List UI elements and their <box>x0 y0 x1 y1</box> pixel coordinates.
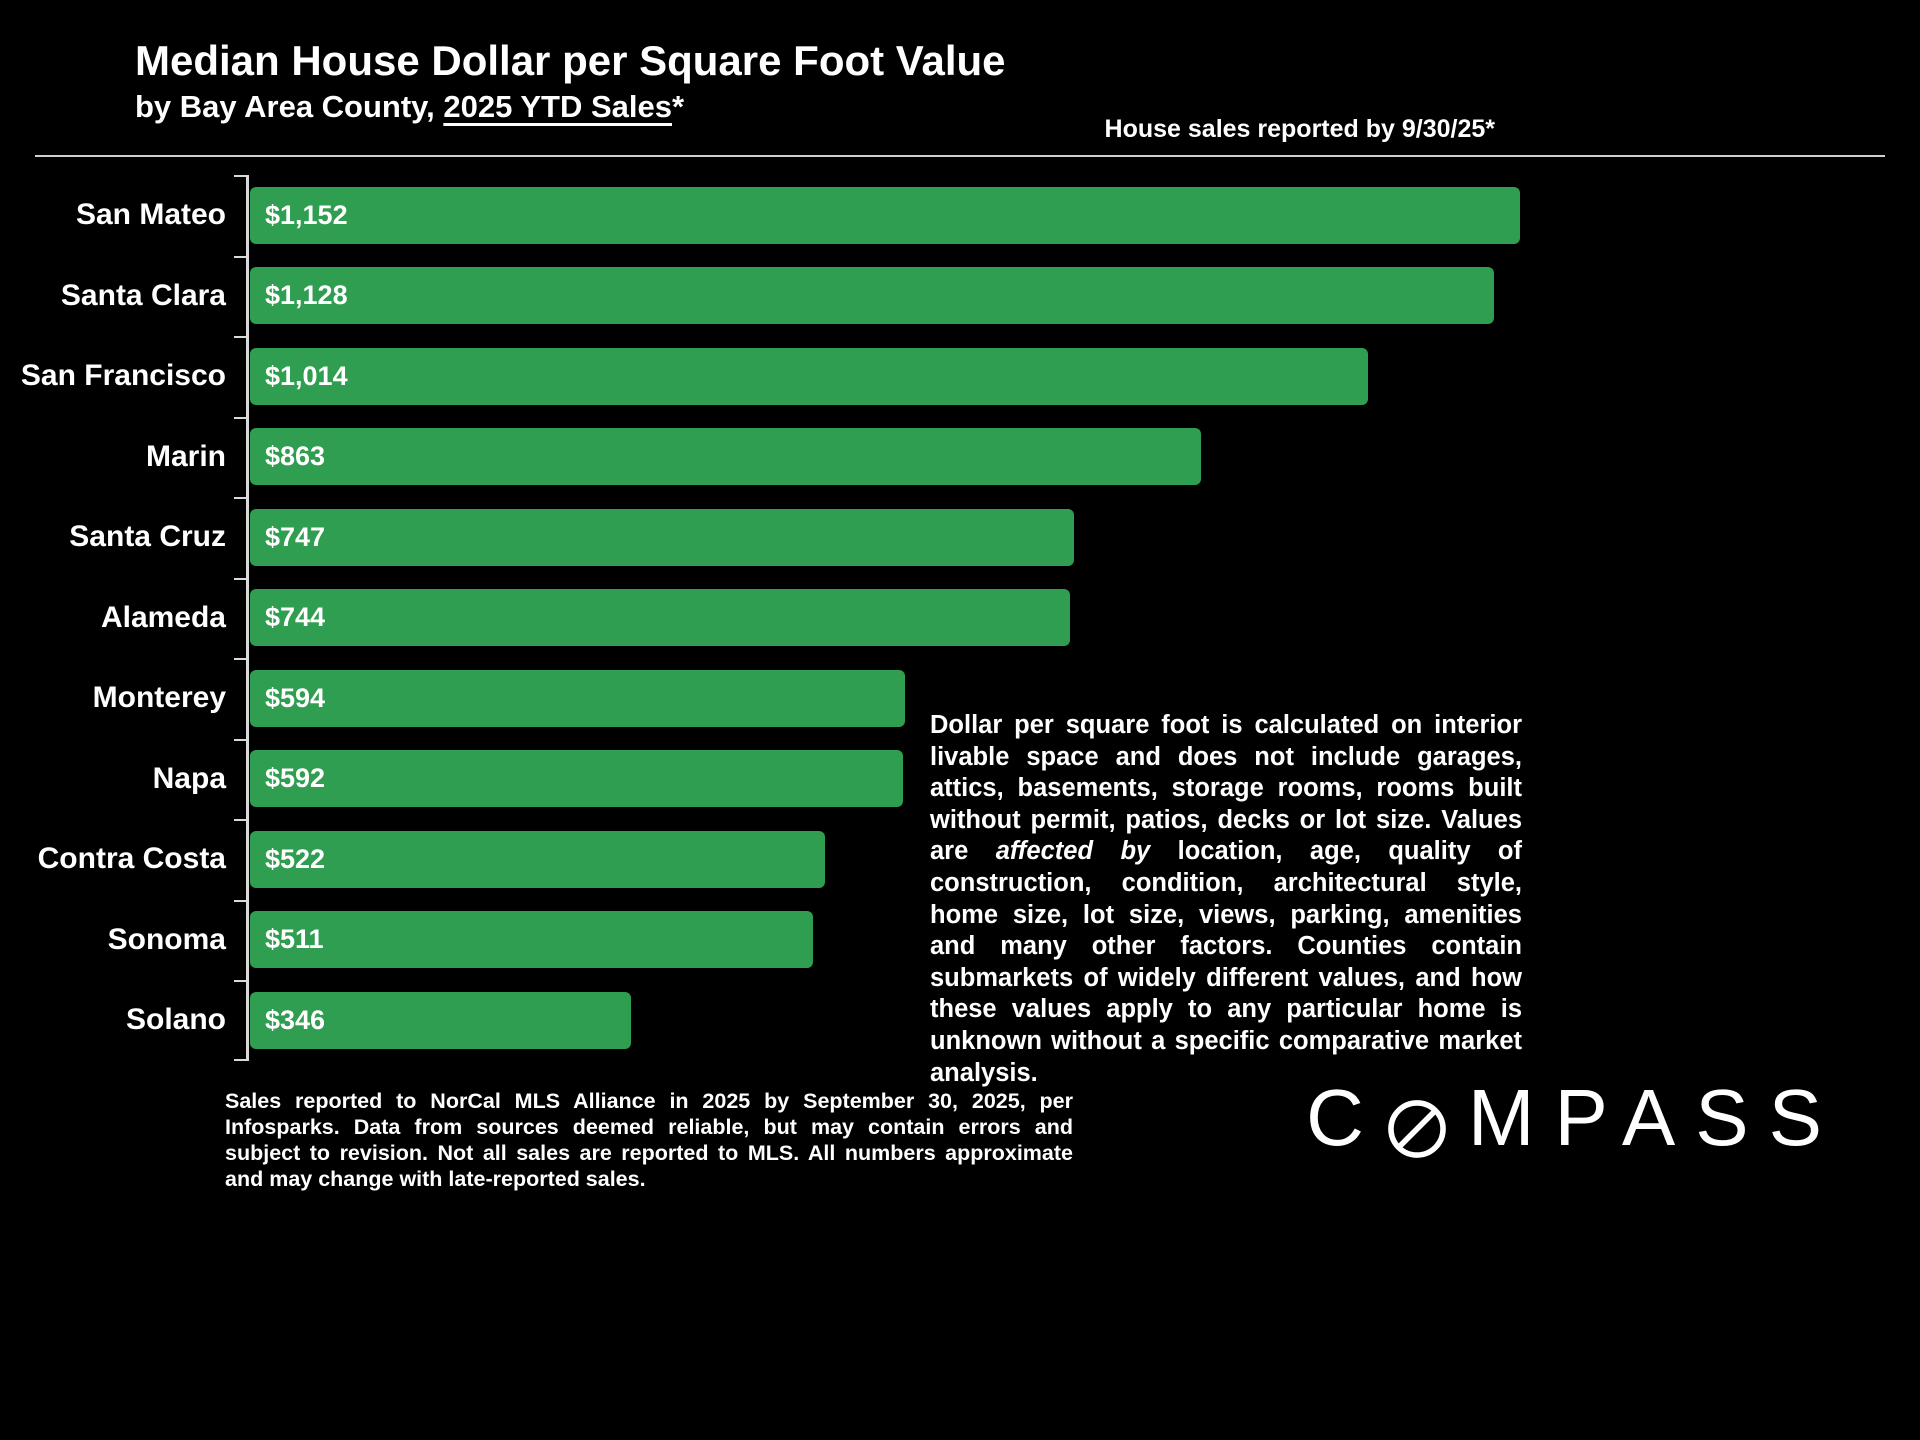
value-label: $594 <box>265 682 326 713</box>
axis-tick <box>234 819 247 822</box>
report-date-note: House sales reported by 9/30/25* <box>1104 115 1495 143</box>
value-label: $511 <box>265 924 324 955</box>
compass-logo: C MPASS <box>1306 1072 1842 1164</box>
bar-track: $522 <box>250 830 1520 888</box>
page-title: Median House Dollar per Square Foot Valu… <box>135 37 1006 84</box>
value-bar: $346 <box>250 991 632 1049</box>
axis-tick <box>234 980 247 983</box>
category-label: Alameda <box>100 600 226 634</box>
axis-tick <box>234 1059 247 1061</box>
annotation-emphasis: affected by <box>995 837 1151 866</box>
value-bar: $522 <box>250 830 826 888</box>
category-label: Marin <box>145 439 226 473</box>
value-bar: $1,014 <box>250 347 1368 405</box>
bar-row: Alameda $744 <box>0 578 1920 659</box>
category-label: Solano <box>125 1003 226 1037</box>
logo-text-post: MPASS <box>1467 1073 1842 1162</box>
bar-track: $747 <box>250 508 1520 566</box>
bar-track: $346 <box>250 991 1520 1049</box>
value-label: $1,152 <box>265 199 348 230</box>
bar-track: $744 <box>250 589 1520 647</box>
axis-tick <box>234 336 247 339</box>
annotation-post: location, age, quality of construction, … <box>930 837 1523 1087</box>
axis-tick <box>234 738 247 741</box>
compass-o-icon <box>1386 1087 1448 1158</box>
value-label: $522 <box>265 843 326 874</box>
bar-track: $863 <box>250 428 1520 486</box>
bar-row: San Mateo $1,152 <box>0 175 1920 256</box>
value-label: $346 <box>265 1004 326 1035</box>
value-bar: $747 <box>250 508 1074 566</box>
value-label: $592 <box>265 763 326 794</box>
bar-row: Marin $863 <box>0 417 1920 498</box>
axis-tick <box>234 577 247 580</box>
subtitle-suffix: * <box>672 89 685 124</box>
explanatory-text: Dollar per square foot is calculated on … <box>930 710 1522 1089</box>
subtitle-prefix: by Bay Area County, <box>135 89 444 124</box>
value-bar: $863 <box>250 428 1202 486</box>
value-bar: $594 <box>250 669 905 727</box>
logo-text-pre: C <box>1306 1073 1384 1162</box>
axis-tick <box>234 175 247 177</box>
value-bar: $1,152 <box>250 186 1520 244</box>
y-axis-line <box>246 175 249 1061</box>
bar-track: $594 <box>250 669 1520 727</box>
bar-track: $1,128 <box>250 267 1520 325</box>
value-label: $1,128 <box>265 280 348 311</box>
bar-track: $1,014 <box>250 347 1520 405</box>
value-bar: $1,128 <box>250 267 1494 325</box>
axis-tick <box>234 497 247 500</box>
axis-tick <box>234 416 247 419</box>
bar-chart: San Mateo $1,152 Santa Clara $1,128 San Fran… <box>0 175 1920 1061</box>
value-bar: $511 <box>250 911 814 969</box>
bar-row: Napa $592 <box>0 739 1920 820</box>
bar-row: Sonoma $511 <box>0 900 1920 981</box>
value-bar: $592 <box>250 750 903 808</box>
category-label: San Mateo <box>75 198 226 232</box>
axis-ticks <box>0 175 247 1061</box>
category-label: Monterey <box>92 681 226 715</box>
category-label: Sonoma <box>107 922 226 956</box>
bar-track: $1,152 <box>250 186 1520 244</box>
page-subtitle: by Bay Area County, 2025 YTD Sales* <box>135 89 685 124</box>
category-label: Santa Cruz <box>69 520 226 554</box>
value-label: $1,014 <box>265 360 348 391</box>
axis-tick <box>234 255 247 258</box>
annotation-pre: Dollar per square foot is calculated on … <box>930 711 1522 866</box>
value-label: $744 <box>265 602 326 633</box>
bar-track: $511 <box>250 911 1520 969</box>
bar-row: Solano $346 <box>0 980 1920 1061</box>
axis-tick <box>234 899 247 902</box>
value-label: $747 <box>265 521 326 552</box>
bar-row: Monterey $594 <box>0 658 1920 739</box>
category-label: Santa Clara <box>60 278 226 312</box>
value-bar: $744 <box>250 589 1071 647</box>
bar-row: San Francisco $1,014 <box>0 336 1920 417</box>
category-label: San Francisco <box>20 359 226 393</box>
bar-rows: San Mateo $1,152 Santa Clara $1,128 San Fran… <box>0 175 1920 1061</box>
value-label: $863 <box>265 441 326 472</box>
header-divider <box>35 155 1885 157</box>
category-label: Napa <box>152 761 226 795</box>
source-footnote: Sales reported to NorCal MLS Alliance in… <box>225 1089 1073 1191</box>
bar-row: Santa Cruz $747 <box>0 497 1920 578</box>
bar-row: Santa Clara $1,128 <box>0 256 1920 337</box>
axis-tick <box>234 658 247 661</box>
bar-row: Contra Costa $522 <box>0 819 1920 900</box>
category-label: Contra Costa <box>37 842 226 876</box>
bar-track: $592 <box>250 750 1520 808</box>
subtitle-underlined: 2025 YTD Sales <box>443 89 672 124</box>
